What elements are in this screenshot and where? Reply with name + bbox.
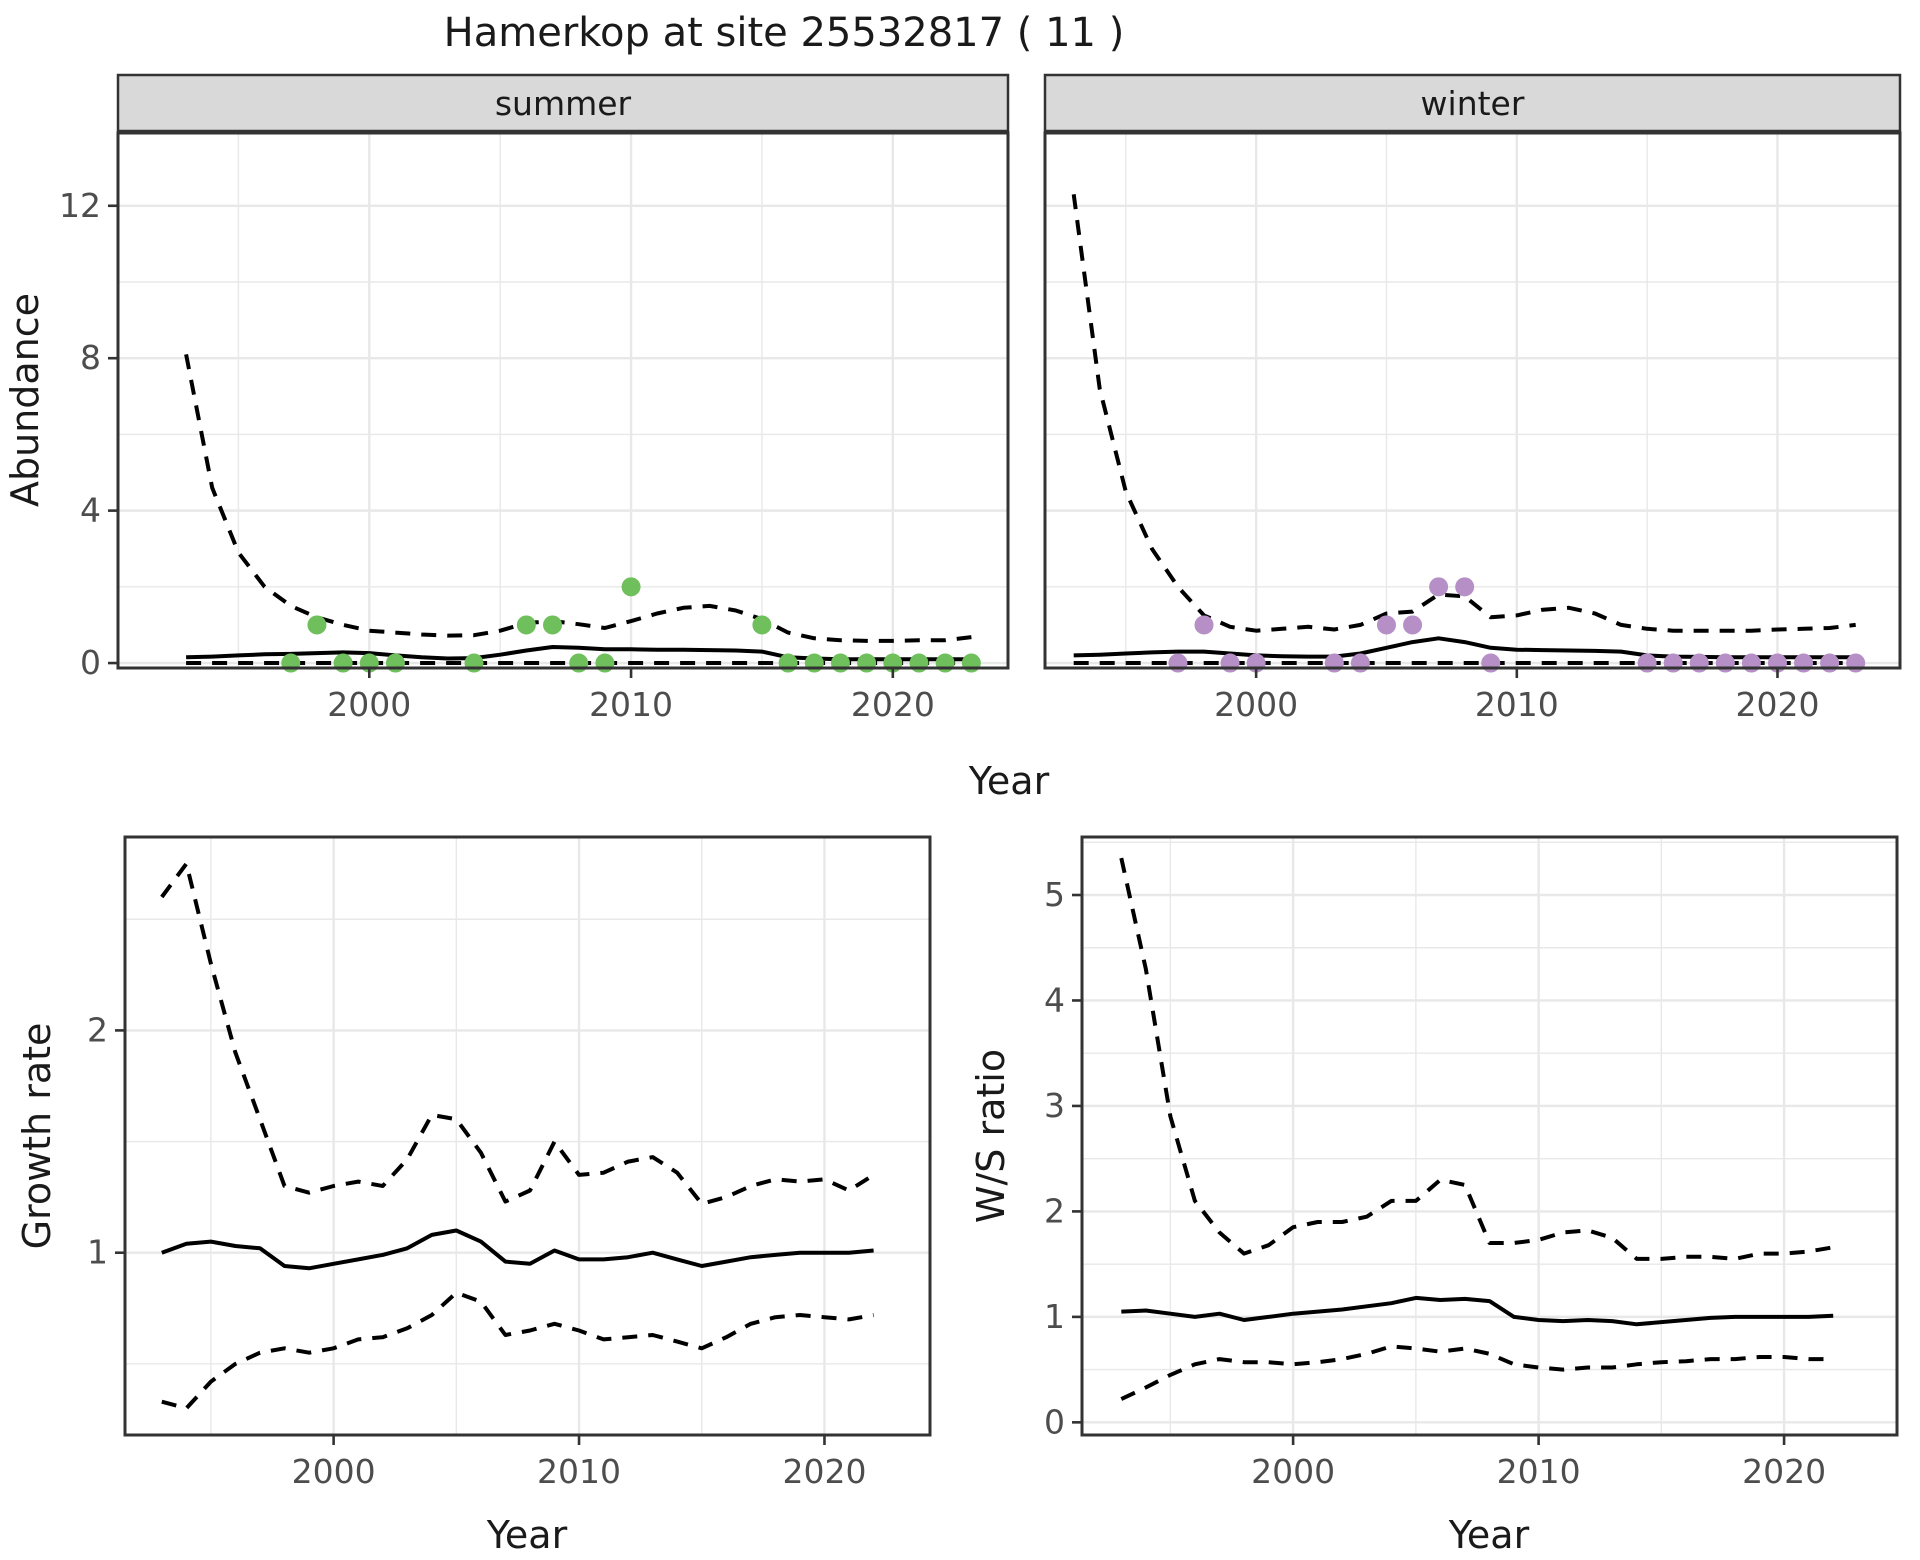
abundance-summer-data-point [857, 653, 877, 673]
abundance-summer-data-point [464, 653, 484, 673]
abundance-summer-data-point [307, 615, 327, 635]
abundance-winter-data-point [1403, 615, 1423, 635]
ws-x-axis-title: Year [1448, 1513, 1530, 1557]
panel-border [1043, 131, 1902, 670]
abundance-winter-data-point [1846, 653, 1866, 673]
panel-border [1080, 835, 1899, 1437]
panel-background [125, 837, 930, 1435]
abundance-summer-data-point [935, 653, 955, 673]
y-tick-label: 5 [1044, 875, 1065, 914]
abundance-summer-data-point [543, 615, 563, 635]
x-tick-label: 2010 [537, 1452, 621, 1491]
x-tick-label: 2000 [1214, 685, 1298, 724]
growth-median-line [161, 1228, 874, 1271]
abundance-summer-data-point [752, 615, 772, 635]
panel-growth: 2000 2010 2020 1 2 [87, 835, 932, 1491]
x-tick-label: 2010 [589, 685, 673, 724]
top-x-axis-title: Year [968, 759, 1050, 803]
abundance-winter-data-point [1429, 577, 1449, 597]
ws-y-axis-title: W/S ratio [969, 1049, 1013, 1223]
abundance-winter-upper_95ci-line [1071, 194, 1856, 633]
abundance-winter-data-point [1715, 653, 1735, 673]
x-tick-label: 2020 [851, 685, 935, 724]
panel-abundance-winter: 2000 2010 2020 winter [1043, 73, 1902, 724]
abundance-winter-data-point [1455, 577, 1475, 597]
abundance-winter-data-point [1637, 653, 1657, 673]
facet-strip-label: winter [1421, 84, 1525, 123]
growth-x-axis-title: Year [486, 1513, 568, 1557]
x-tick-label: 2020 [1742, 1452, 1826, 1491]
x-tick-label: 2000 [327, 685, 411, 724]
y-tick-label: 0 [80, 643, 101, 682]
chart-title: Hamerkop at site 25532817 ( 11 ) [444, 10, 1125, 56]
y-tick-label: 8 [80, 338, 101, 377]
abundance-winter-data-point [1794, 653, 1814, 673]
growth-y-axis-title: Growth rate [15, 1023, 59, 1250]
abundance-summer-upper_95ci-line [184, 354, 972, 643]
panel-abundance-summer: 2000 2010 2020 0 4 8 12 summer [59, 73, 1010, 724]
abundance-winter-data-point [1689, 653, 1709, 673]
abundance-winter-data-point [1663, 653, 1683, 673]
abundance-summer-data-point [830, 653, 850, 673]
abundance-winter-data-point [1376, 615, 1396, 635]
y-tick-label: 12 [59, 186, 101, 225]
abundance-summer-data-point [385, 653, 405, 673]
y-tick-label: 3 [1044, 1086, 1065, 1125]
abundance-summer-data-point [961, 653, 981, 673]
abundance-winter-data-point [1481, 653, 1501, 673]
x-tick-label: 2000 [292, 1452, 376, 1491]
x-tick-label: 2010 [1497, 1452, 1581, 1491]
y-tick-label: 1 [1044, 1297, 1065, 1336]
panel-background [1045, 133, 1900, 668]
abundance-summer-data-point [595, 653, 615, 673]
ws-lower_95ci-line [1120, 1344, 1834, 1401]
panel-background [118, 133, 1008, 668]
x-tick-label: 2010 [1475, 685, 1559, 724]
y-tick-label: 2 [87, 1010, 108, 1049]
abundance-summer-data-point [333, 653, 353, 673]
growth-lower_95ci-line [161, 1290, 874, 1411]
x-tick-label: 2000 [1251, 1452, 1335, 1491]
ws-median-line [1121, 1295, 1834, 1327]
panel-border [123, 835, 932, 1437]
x-tick-label: 2020 [782, 1452, 866, 1491]
y-tick-label: 4 [1044, 980, 1065, 1019]
panel-border [116, 131, 1010, 670]
y-tick-label: 0 [1044, 1402, 1065, 1441]
panel-background [1082, 837, 1897, 1435]
abundance-summer-data-point [804, 653, 824, 673]
abundance-winter-data-point [1741, 653, 1761, 673]
y-tick-label: 1 [87, 1233, 108, 1272]
abundance-winter-data-point [1168, 653, 1188, 673]
panel-ws: 2000 2010 2020 0 1 2 3 4 5 [1044, 835, 1899, 1491]
y-tick-label: 2 [1044, 1191, 1065, 1230]
abundance-summer-data-point [778, 653, 798, 673]
abundance-winter-data-point [1820, 653, 1840, 673]
abundance-summer-data-point [516, 615, 536, 635]
abundance-winter-data-point [1350, 653, 1370, 673]
facet-strip [1043, 73, 1902, 133]
abundance-winter-data-point [1324, 653, 1344, 673]
abundance-summer-data-point [909, 653, 929, 673]
abundance-y-axis-title: Abundance [3, 293, 47, 507]
abundance-winter-data-point [1194, 615, 1214, 635]
facet-strip-label: summer [495, 84, 632, 123]
abundance-summer-data-point [569, 653, 589, 673]
facet-strip [116, 73, 1010, 133]
x-tick-label: 2020 [1735, 685, 1819, 724]
abundance-winter-data-point [1220, 653, 1240, 673]
y-tick-label: 4 [80, 491, 101, 530]
growth-upper_95ci-line [160, 861, 875, 1206]
abundance-summer-data-point [281, 653, 301, 673]
ws-upper_95ci-line [1119, 857, 1834, 1261]
abundance-summer-data-point [621, 577, 641, 597]
